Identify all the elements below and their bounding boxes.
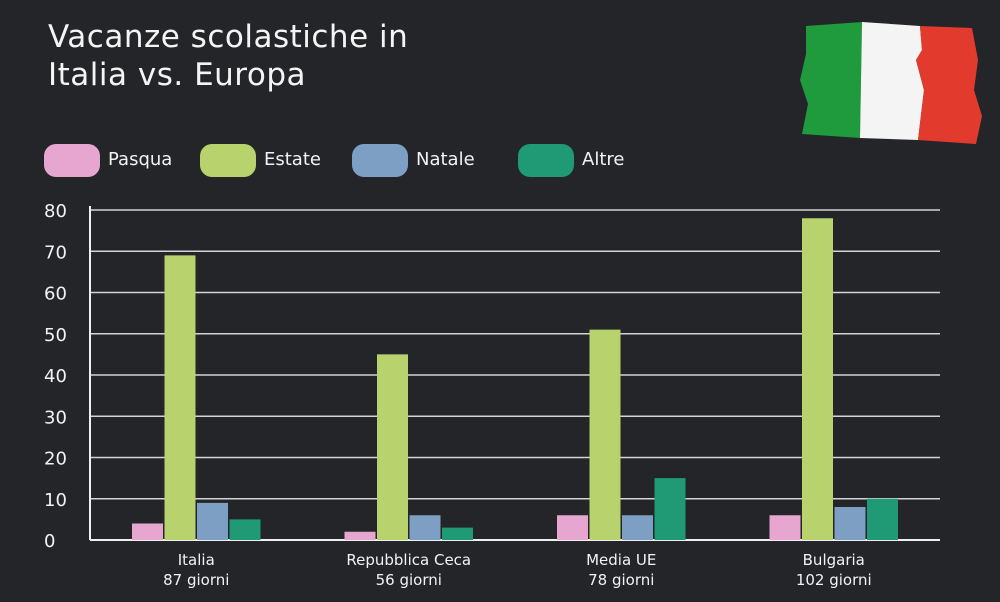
y-tick-label: 60	[44, 284, 67, 305]
flag-white-stripe	[860, 22, 924, 140]
flag-green-stripe	[800, 22, 862, 138]
x-category-sublabel: 87 giorni	[163, 571, 229, 589]
bar-natale	[409, 515, 441, 540]
axis-labels: 0 10 20 30 40 50 60 70 80 Italia 87 giorni Repubbli…	[44, 201, 872, 589]
x-category-label: Media UE	[586, 551, 656, 569]
grid-lines	[90, 209, 940, 500]
bar-pasqua	[344, 531, 376, 540]
bar-natale	[834, 507, 866, 540]
legend-swatch	[44, 144, 100, 177]
bar-altre	[442, 527, 473, 540]
bar-natale	[197, 502, 228, 540]
bar-altre	[867, 498, 898, 540]
x-category-label: Italia	[178, 551, 215, 569]
legend-label: Natale	[416, 149, 475, 170]
italian-flag-icon	[800, 22, 982, 144]
bar-natale	[622, 515, 653, 540]
bar-estate	[377, 354, 408, 540]
bar-chart: 0 10 20 30 40 50 60 70 80 Italia 87 giorni Repubbli…	[44, 201, 940, 589]
y-tick-label: 10	[44, 490, 67, 511]
x-category-sublabel: 102 giorni	[796, 571, 872, 589]
bar-pasqua	[769, 515, 801, 540]
bar-altre	[654, 478, 686, 540]
bar-estate	[589, 329, 621, 540]
y-tick-label: 40	[44, 366, 67, 387]
y-tick-label: 0	[44, 531, 55, 552]
legend-swatch	[518, 144, 574, 177]
legend-label: Altre	[582, 149, 625, 170]
flag-red-stripe	[916, 26, 982, 144]
legend-swatch	[200, 144, 256, 177]
chart-title: Vacanze scolastiche in Italia vs. Europa	[48, 18, 608, 94]
chart-title-line-2: Italia vs. Europa	[48, 57, 307, 93]
legend-swatch	[352, 144, 408, 177]
legend-label: Estate	[264, 149, 321, 170]
chart-legend: Pasqua Estate Natale Altre	[44, 140, 684, 184]
x-category-label: Bulgaria	[803, 551, 865, 569]
x-category-label: Repubblica Ceca	[346, 551, 471, 569]
y-tick-label: 20	[44, 449, 67, 470]
bars	[132, 218, 898, 540]
x-category-sublabel: 56 giorni	[376, 571, 442, 589]
bar-altre	[229, 519, 261, 540]
x-category-sublabel: 78 giorni	[588, 571, 654, 589]
chart-title-line-1: Vacanze scolastiche in	[48, 19, 409, 55]
bar-estate	[164, 255, 196, 540]
y-tick-label: 50	[44, 325, 67, 346]
y-tick-label: 30	[44, 407, 67, 428]
legend-label: Pasqua	[108, 149, 173, 170]
y-tick-label: 80	[44, 201, 67, 222]
bar-estate	[802, 218, 833, 540]
bar-pasqua	[132, 523, 163, 540]
bar-pasqua	[557, 515, 588, 540]
y-tick-label: 70	[44, 242, 67, 263]
